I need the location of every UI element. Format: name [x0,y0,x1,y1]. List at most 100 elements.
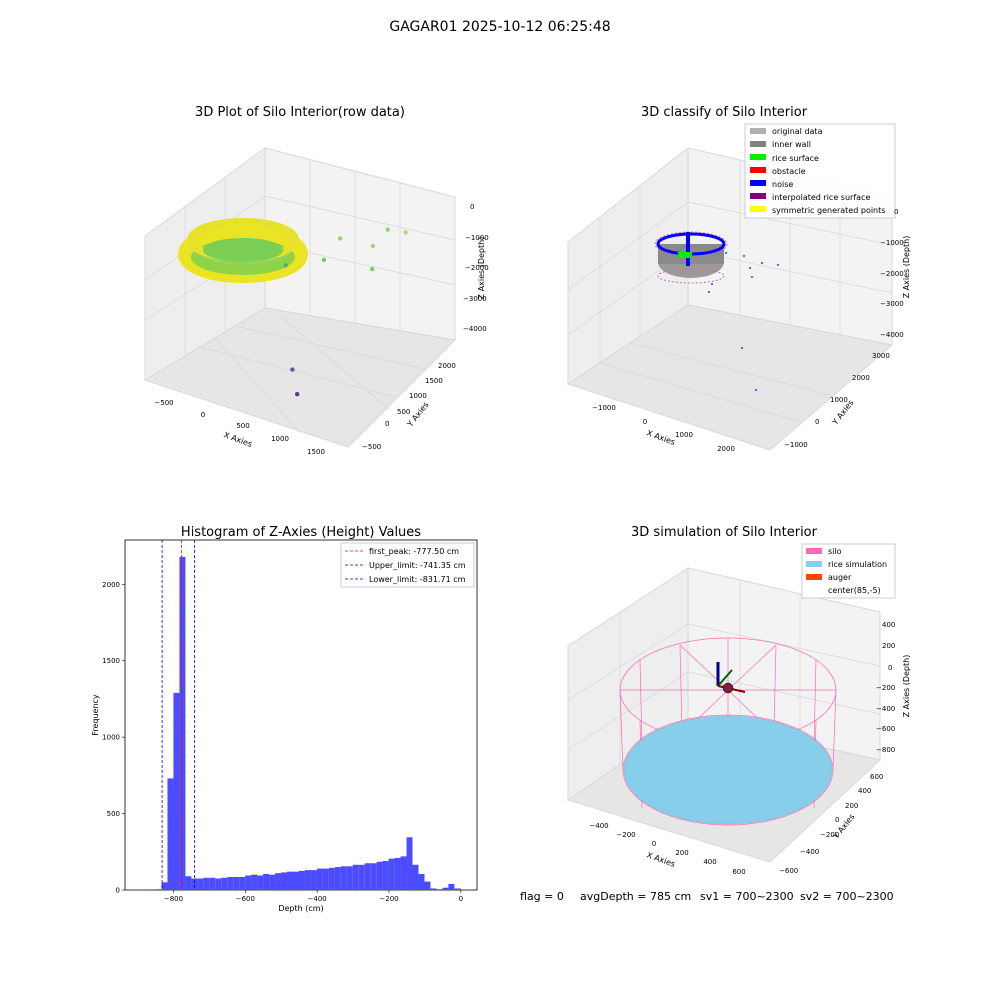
histogram-x-tick-label: 0 [459,895,463,903]
noise-point [751,276,753,278]
histogram-reference-lines [161,540,195,890]
legend-label: Upper_limit: -741.35 cm [369,561,466,570]
status-avg-depth: avgDepth = 785 cm [580,890,692,903]
histogram-bar [316,868,323,890]
histogram-y-tick-label: 1000 [102,734,120,742]
classify-z-tick-label: 0 [894,208,898,216]
classify-x-tick-label: 1000 [675,431,693,439]
histogram-y-axis-label: Frequency [91,694,100,736]
simulation-z-axis-label: Z Axies (Depth) [902,655,911,718]
histogram-y-tick-label: 1500 [102,657,120,665]
raw-z-tick-label: 0 [470,203,474,211]
histogram-bar [281,872,288,890]
classify-z-axis-label: Z Axies (Depth) [902,236,911,299]
histogram-x-ticks: −800 −600 −400 −200 0 [164,890,463,903]
classify-noise-points [708,252,779,391]
classify-legend: original data inner wall rice surface ob… [744,123,896,219]
classify-x-ticks: −1000 0 1000 2000 [592,404,735,453]
simulation-z-tick-label: −800 [876,746,895,754]
status-sv2: sv2 = 700~2300 [800,890,894,903]
classify-y-ticks: −1000 0 1000 2000 3000 [784,352,890,449]
raw-z-axis-label: Z Axies (Depth) [477,237,486,300]
raw-data-point [403,230,408,235]
simulation-auger [716,662,746,694]
histogram-bar [322,868,329,890]
classify-z-ticks: 0 −1000 −2000 −3000 −4000 [880,208,904,339]
legend-label: first_peak: -777.50 cm [369,547,459,556]
histogram-bar [155,889,162,890]
histogram-bar [167,778,174,890]
histogram-y-tick-label: 2000 [102,581,120,589]
simulation-y-tick-label: 400 [858,787,871,795]
raw-data-point [370,266,375,272]
simulation-x-tick-label: 600 [732,868,745,876]
histogram-bar [424,881,431,890]
histogram-bar [340,866,347,890]
histogram-bar [173,692,180,890]
classify-y-tick-label: 3000 [872,352,890,360]
legend-label: inner wall [772,140,811,149]
classify-x-tick-label: −1000 [592,404,616,412]
raw-y-ticks: −500 0 500 1000 1500 2000 [362,362,456,451]
histogram-legend: first_peak: -777.50 cm Upper_limit: -741… [340,542,475,588]
raw-point-cloud-ring [178,218,308,283]
histogram-y-tick-label: 0 [116,887,120,895]
panel-classify-title: 3D classify of Silo Interior [641,105,808,120]
raw-data-point [338,236,343,241]
histogram-bar [358,864,365,890]
simulation-x-axis-label: X Axies [645,850,676,869]
raw-y-tick-label: 2000 [438,362,456,370]
histogram-bar [454,888,461,890]
legend-swatch-noise [750,180,766,186]
legend-swatch-symmetric [750,206,766,212]
histogram-bar [388,858,395,890]
histogram-bar [370,863,377,890]
histogram-bar [161,882,168,890]
histogram-bar [376,861,383,890]
histogram-bar [292,871,299,890]
histogram-bar [179,556,186,890]
histogram-bar [310,870,317,890]
legend-label: obstacle [772,167,806,176]
histogram-bars [155,556,461,890]
legend-label: rice simulation [828,560,887,569]
panel-histogram: Histogram of Z-Axies (Height) Values −80… [91,525,478,913]
noise-point [761,262,763,264]
legend-label: silo [828,547,842,556]
raw-z-tick-label: −2000 [465,264,489,272]
legend-label: center(85,-5) [828,586,881,595]
classify-z-tick-label: −1000 [880,239,904,247]
classify-x-tick-label: 2000 [717,445,735,453]
classify-y-tick-label: 2000 [852,374,870,382]
simulation-y-tick-label: −400 [800,848,819,856]
panel-raw-title: 3D Plot of Silo Interior(row data) [195,105,405,120]
raw-y-tick-label: −500 [362,443,381,451]
histogram-bar [245,875,252,890]
legend-label: symmetric generated points [772,206,885,215]
histogram-bar [227,877,234,890]
classify-z-tick-label: −3000 [880,300,904,308]
classify-x-tick-label: 0 [643,418,647,426]
simulation-x-tick-label: 0 [652,840,656,848]
raw-y-tick-label: 1000 [409,392,427,400]
histogram-bar [382,860,389,890]
raw-y-tick-label: 500 [397,408,410,416]
classify-y-tick-label: −1000 [784,441,808,449]
histogram-bar [203,877,210,890]
classify-y-tick-label: 1000 [830,396,848,404]
histogram-x-tick-label: −400 [308,895,327,903]
histogram-bar [185,876,192,890]
simulation-y-tick-label: 0 [835,816,839,824]
histogram-bar [269,874,276,890]
classify-y-tick-label: 0 [815,418,819,426]
histogram-bar [394,857,401,890]
histogram-bar [191,878,198,890]
panel-raw-data: 3D Plot of Silo Interior(row data) −500 … [143,105,489,456]
histogram-bar [412,864,419,890]
raw-y-tick-label: 1500 [425,377,443,385]
raw-x-tick-label: 1000 [271,435,289,443]
noise-point [711,283,713,285]
simulation-x-tick-label: −200 [616,831,635,839]
histogram-bar [406,837,413,890]
noise-point [725,252,727,254]
